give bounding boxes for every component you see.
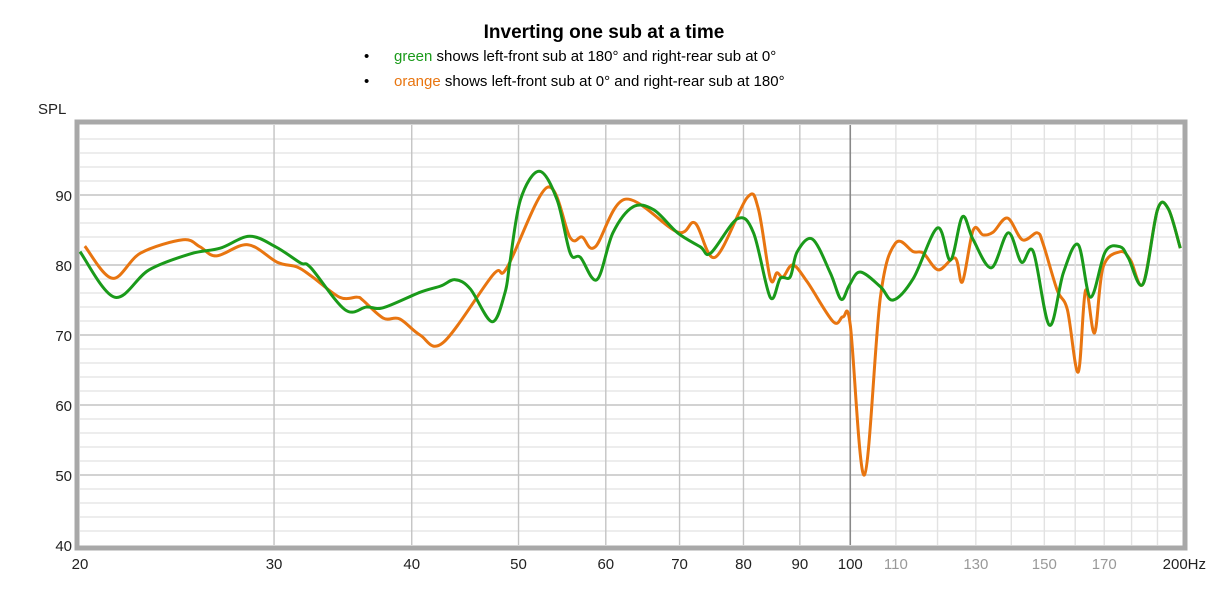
y-tick-label: 50 bbox=[55, 468, 72, 485]
chart-title: Inverting one sub at a time bbox=[483, 22, 725, 43]
x-tick-label: 90 bbox=[791, 556, 808, 573]
x-tick-label-minor: 170 bbox=[1092, 556, 1117, 573]
y-tick-label: 40 bbox=[55, 538, 72, 555]
x-tick-label: 80 bbox=[735, 556, 752, 573]
y-tick-label: 60 bbox=[55, 398, 72, 415]
series-line-green bbox=[78, 169, 1182, 327]
x-tick-label-minor: 150 bbox=[1032, 556, 1057, 573]
legend-color-word-orange: orange bbox=[394, 73, 441, 90]
x-tick-label-end: 200Hz bbox=[1163, 556, 1206, 573]
legend-note-green: • green shows left-front sub at 180° and … bbox=[364, 48, 776, 65]
x-tick-label: 50 bbox=[510, 556, 527, 573]
legend-note-orange: • orange shows left-front sub at 0° and r… bbox=[364, 73, 785, 90]
x-tick-label: 30 bbox=[266, 556, 283, 573]
x-tick-label: 60 bbox=[597, 556, 614, 573]
bullet-icon: • bbox=[364, 48, 370, 65]
series-points-green bbox=[79, 171, 1181, 326]
x-tick-label: 100 bbox=[838, 556, 863, 573]
y-tick-label: 90 bbox=[55, 188, 72, 205]
x-tick-label: 20 bbox=[72, 556, 89, 573]
x-tick-label-minor: 130 bbox=[963, 556, 988, 573]
y-axis-label: SPL bbox=[38, 101, 66, 118]
y-tick-label: 70 bbox=[55, 328, 72, 345]
x-tick-label-minor: 110 bbox=[884, 556, 908, 573]
legend-note-text: shows left-front sub at 0° and right-rea… bbox=[440, 73, 785, 90]
x-tick-label: 70 bbox=[671, 556, 688, 573]
legend-note-text: shows left-front sub at 180° and right-r… bbox=[432, 48, 777, 65]
series-points-orange bbox=[84, 187, 1181, 476]
plot-frame bbox=[74, 119, 1188, 551]
legend-color-word-green: green bbox=[394, 48, 433, 65]
x-tick-label: 40 bbox=[403, 556, 420, 573]
bullet-icon: • bbox=[364, 73, 370, 90]
y-tick-label: 80 bbox=[55, 258, 72, 275]
